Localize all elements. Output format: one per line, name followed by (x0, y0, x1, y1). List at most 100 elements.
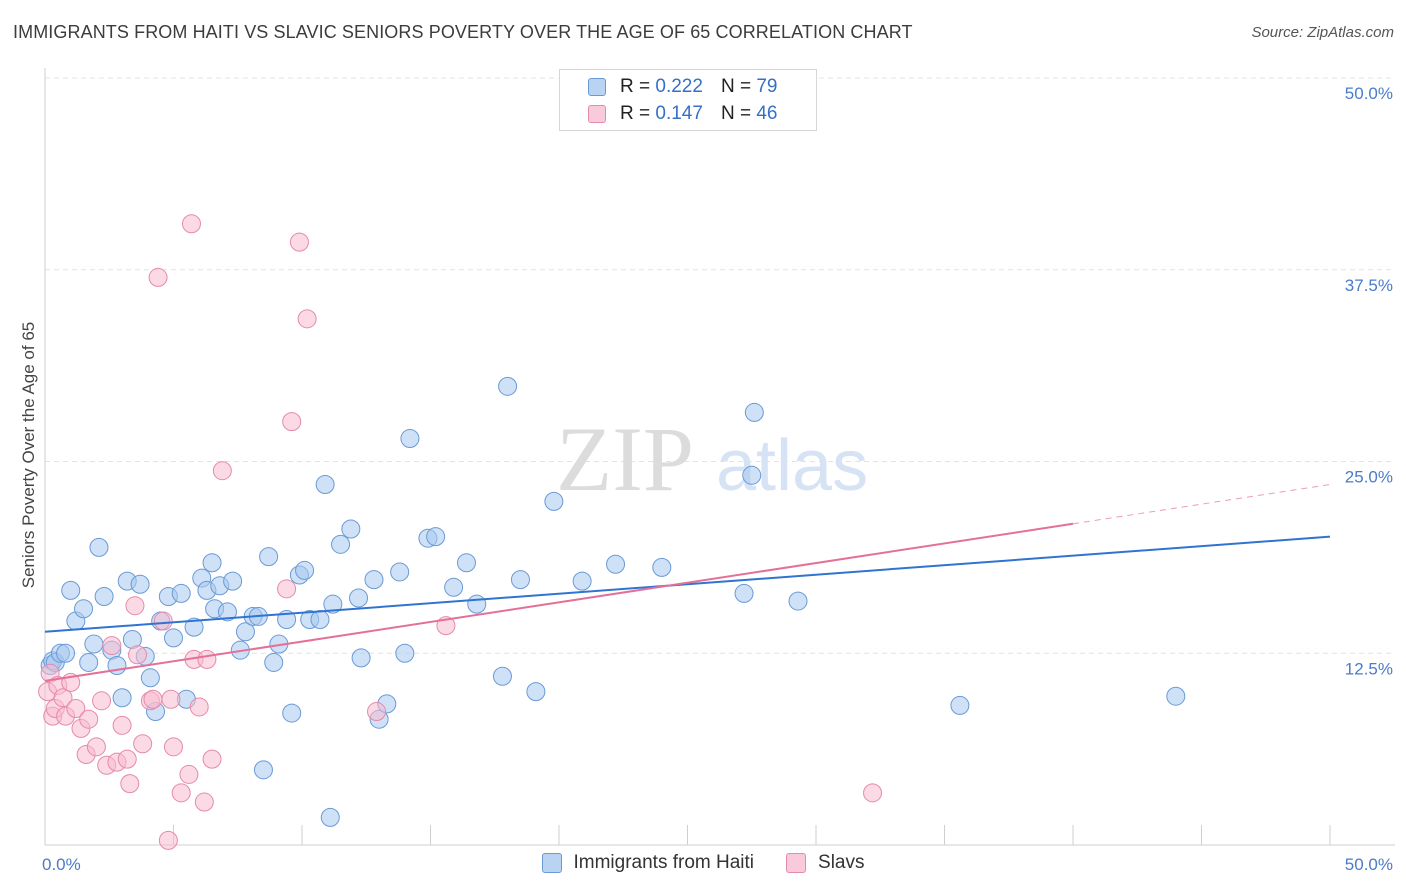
slavs-point (863, 783, 883, 803)
slavs-point (289, 232, 309, 252)
haiti-point (164, 628, 183, 648)
haiti-point (652, 557, 672, 577)
haiti-point (426, 527, 446, 547)
legend-swatch-haiti (588, 78, 606, 96)
series-label-slavs: Slavs (818, 852, 865, 873)
slavs-point (212, 461, 232, 481)
watermark-atlas: atlas (716, 426, 868, 506)
haiti-point (572, 571, 592, 591)
haiti-point (112, 688, 132, 708)
slavs-point (282, 412, 302, 432)
haiti-point (323, 594, 343, 614)
series-legend-haiti: Immigrants from Haiti (541, 852, 755, 874)
haiti-point (492, 666, 512, 686)
correlation-legend: R = 0.222 N = 79 R = 0.147 N = 46 (559, 69, 817, 131)
haiti-point (742, 465, 762, 485)
slavs-point (86, 737, 106, 757)
haiti-point (788, 591, 808, 611)
slavs-point (102, 636, 122, 656)
legend-n-label: N = (720, 76, 752, 97)
slavs-point (161, 689, 181, 709)
slavs-point (181, 214, 201, 234)
y-tick-label: 50.0% (1345, 84, 1393, 103)
slavs-point (171, 783, 191, 803)
slavs-point (202, 749, 222, 769)
y-tick-label: 12.5% (1345, 659, 1393, 678)
haiti-point (467, 594, 487, 614)
slavs-point (112, 715, 132, 735)
haiti-point (282, 703, 302, 723)
data-points (38, 214, 1186, 850)
series-label-haiti: Immigrants from Haiti (573, 852, 755, 873)
haiti-point (341, 519, 361, 539)
haiti-point (444, 577, 464, 597)
legend-row-slavs: R = 0.147 N = 46 (588, 102, 777, 126)
trend-extension-1 (1072, 484, 1331, 525)
slavs-point (197, 649, 217, 669)
series-swatch-haiti (541, 853, 562, 873)
slavs-point (66, 698, 86, 718)
series-legend-slavs: Slavs (786, 852, 865, 874)
slavs-point (117, 749, 137, 769)
slavs-point (148, 267, 168, 287)
chart-source: Source: ZipAtlas.com (1251, 24, 1394, 41)
y-tick-label: 37.5% (1345, 276, 1393, 295)
slavs-point (53, 688, 73, 708)
slavs-point (277, 579, 297, 599)
haiti-point (1166, 686, 1186, 706)
legend-n-value: 46 (756, 103, 778, 124)
x-tick-label: 0.0% (42, 855, 81, 874)
haiti-point (544, 491, 564, 511)
haiti-point (84, 634, 104, 654)
haiti-point (89, 537, 109, 557)
legend-r-label: R = (620, 76, 651, 97)
slavs-point (153, 611, 173, 631)
haiti-point (351, 648, 371, 668)
haiti-point (202, 553, 222, 573)
legend-r-value: 0.147 (655, 103, 703, 124)
haiti-point (364, 570, 384, 590)
haiti-point (79, 652, 99, 672)
haiti-point (734, 583, 754, 603)
trend-lines (44, 484, 1331, 682)
haiti-point (950, 695, 970, 715)
legend-r-label: R = (620, 103, 651, 124)
haiti-point (310, 610, 330, 630)
slavs-point (158, 830, 178, 850)
slavs-point (143, 689, 163, 709)
haiti-point (56, 643, 76, 663)
haiti-point (315, 475, 335, 495)
slavs-point (164, 737, 183, 757)
haiti-point (259, 547, 279, 567)
legend-swatch-slavs (588, 105, 606, 123)
y-tick-label: 25.0% (1345, 468, 1393, 487)
haiti-point (744, 402, 764, 422)
haiti-point (390, 562, 410, 582)
watermark-zip: ZIP (556, 408, 694, 510)
series-swatch-slavs (786, 853, 807, 873)
series-legend: Immigrants from Haiti Slavs (0, 852, 1406, 874)
slavs-point (297, 309, 317, 329)
slavs-point (79, 709, 99, 729)
slavs-point (194, 792, 214, 812)
haiti-point (264, 652, 284, 672)
haiti-point (395, 643, 415, 663)
haiti-point (320, 807, 340, 827)
haiti-point (94, 586, 114, 606)
legend-r-value: 0.222 (655, 76, 703, 97)
haiti-point (130, 574, 150, 594)
slavs-point (128, 645, 148, 665)
x-tick-label: 50.0% (1345, 855, 1393, 874)
haiti-point (400, 428, 420, 448)
haiti-point (74, 599, 94, 619)
haiti-point (217, 602, 237, 622)
haiti-point (606, 554, 626, 574)
haiti-point (456, 553, 476, 573)
legend-row-haiti: R = 0.222 N = 79 (588, 75, 777, 99)
trend-line-1 (44, 522, 1074, 682)
slavs-point (120, 774, 140, 794)
haiti-point (510, 570, 530, 590)
slavs-point (367, 702, 387, 722)
haiti-point (331, 534, 351, 554)
